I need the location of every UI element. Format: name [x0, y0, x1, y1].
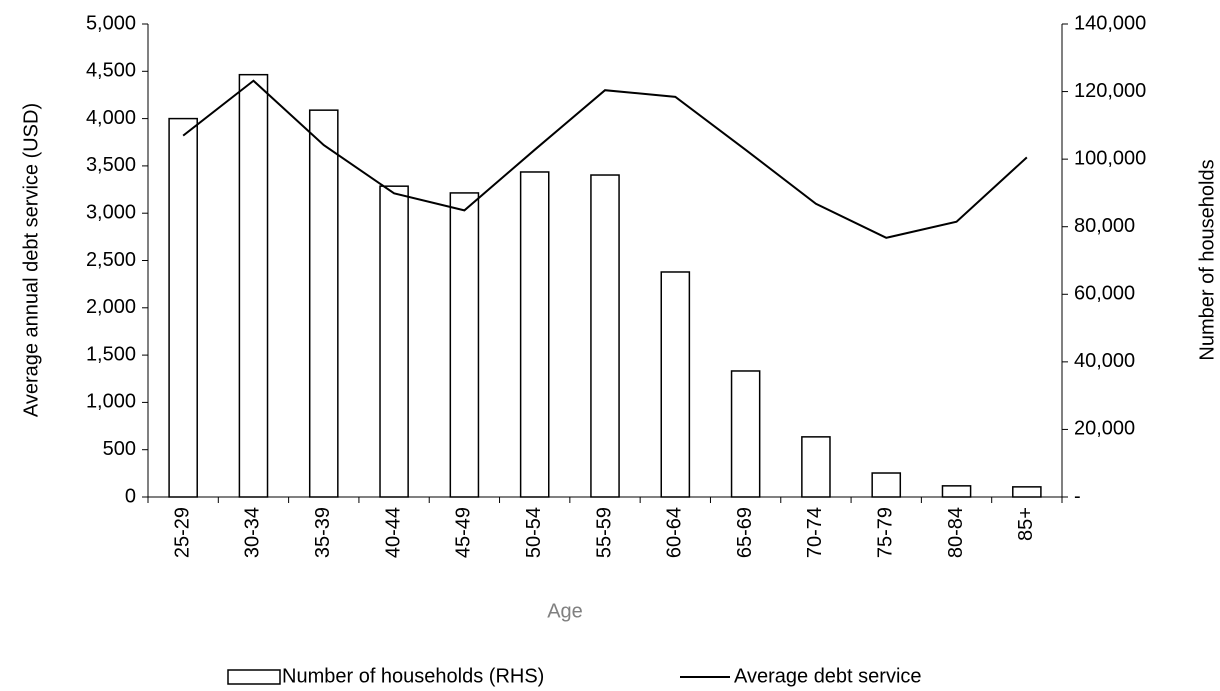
bar	[660, 271, 691, 498]
x-tick-label: 40-44	[382, 507, 404, 558]
x-tick-label: 30-34	[242, 507, 264, 558]
bar	[238, 73, 269, 498]
bar	[519, 171, 550, 498]
legend-label: Average debt service	[734, 665, 922, 687]
y2-tick-label: -	[1074, 485, 1081, 507]
y2-tick-label: 20,000	[1074, 418, 1135, 440]
bar	[308, 109, 339, 498]
y-tick-label: 500	[103, 438, 136, 460]
y-tick-label: 3,000	[86, 201, 136, 223]
bar	[1012, 486, 1042, 498]
y-tick-label: 5,000	[86, 12, 136, 34]
y2-tick-label: 140,000	[1074, 12, 1146, 34]
x-tick-label: 55-59	[593, 507, 615, 558]
bar	[941, 485, 972, 498]
y-tick-label: 4,000	[86, 107, 136, 129]
x-tick-label: 65-69	[734, 507, 756, 558]
bar	[168, 117, 198, 498]
x-tick-label: 70-74	[804, 507, 826, 558]
y-tick-label: 0	[125, 485, 136, 507]
x-tick-label: 60-64	[664, 507, 686, 558]
bar	[379, 185, 409, 498]
y-tick-label: 4,500	[86, 60, 136, 82]
x-tick-label: 35-39	[312, 507, 334, 558]
x-axis-title: Age	[547, 600, 583, 622]
y2-tick-label: 40,000	[1074, 350, 1135, 372]
y2-axis-title: Number of households	[1196, 159, 1218, 360]
legend-swatch	[227, 669, 281, 685]
y2-tick-label: 120,000	[1074, 80, 1146, 102]
y-tick-label: 1,500	[86, 343, 136, 365]
bar	[801, 436, 831, 498]
x-tick-label: 75-79	[875, 507, 897, 558]
x-tick-label: 80-84	[945, 507, 967, 558]
y2-tick-label: 60,000	[1074, 283, 1135, 305]
legend-label: Number of households (RHS)	[282, 665, 544, 687]
bar	[449, 192, 480, 498]
bar	[730, 370, 761, 498]
bar	[871, 472, 902, 498]
y-tick-label: 2,500	[86, 249, 136, 271]
x-tick-label: 45-49	[453, 507, 475, 558]
x-tick-label: 25-29	[171, 507, 193, 558]
x-tick-label: 50-54	[523, 507, 545, 558]
y-axis-title: Average annual debt service (USD)	[20, 103, 42, 417]
y2-tick-label: 80,000	[1074, 215, 1135, 237]
x-tick-label: 85+	[1015, 507, 1037, 541]
line	[182, 79, 1028, 239]
y-tick-label: 3,500	[86, 154, 136, 176]
y2-tick-label: 100,000	[1074, 147, 1146, 169]
bar	[590, 174, 620, 498]
y-tick-label: 2,000	[86, 296, 136, 318]
y-tick-label: 1,000	[86, 391, 136, 413]
